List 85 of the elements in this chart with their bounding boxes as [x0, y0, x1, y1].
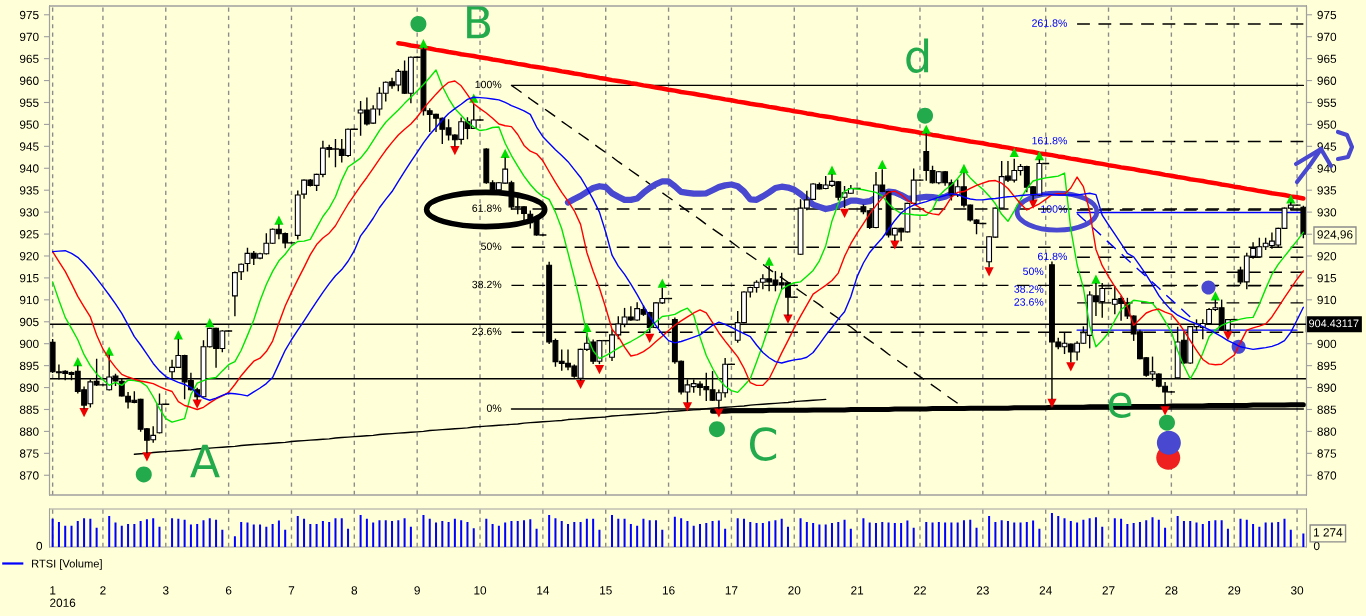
- y-tick-label: 950: [19, 120, 39, 129]
- y2-tick-label: 965: [1317, 54, 1337, 64]
- y-tick-label: 880: [19, 427, 39, 436]
- y2-tick-label: 975: [1317, 10, 1337, 20]
- y-tick-label: 975: [19, 10, 39, 20]
- text: 0: [1313, 541, 1320, 551]
- annotation: 50%: [1023, 267, 1044, 276]
- y-tick-label: 875: [19, 449, 39, 458]
- annotation: d: [906, 38, 929, 73]
- y-tick-label: 885: [19, 405, 39, 414]
- legend-label: RTSI [Volume]: [32, 559, 102, 570]
- x-tick-label: 21: [851, 586, 864, 595]
- annotation: 161.8%: [1032, 136, 1067, 145]
- y-tick-label: 895: [19, 361, 39, 371]
- annotation: 23.6%: [1014, 298, 1044, 306]
- annotation: C: [749, 427, 777, 461]
- y2-tick-label: 885: [1317, 405, 1337, 414]
- x-tick-label: 1: [50, 586, 56, 595]
- y2-tick-label: 930: [1317, 208, 1337, 217]
- x-tick-label: 6: [225, 586, 232, 595]
- annotation: 100%: [475, 80, 502, 89]
- annotation: 261.8%: [1032, 19, 1067, 27]
- y2-tick-label: 890: [1317, 383, 1337, 392]
- y2-tick-label: 920: [1317, 252, 1337, 261]
- y2-tick-label: 875: [1317, 449, 1337, 458]
- y-tick-label: 890: [19, 383, 39, 392]
- x-tick-label: 10: [474, 586, 487, 595]
- annotation: 38.2%: [1014, 285, 1044, 293]
- annotation: 61.8%: [1037, 252, 1067, 261]
- text: 1 274: [1313, 528, 1343, 537]
- y2-tick-label: 895: [1317, 361, 1337, 371]
- annotation: 61.8%: [472, 204, 502, 212]
- x-tick-label: 16: [662, 586, 675, 595]
- y2-tick-label: 950: [1317, 120, 1337, 129]
- y2-tick-label: 910: [1317, 295, 1337, 305]
- x-tick-label: 24: [1039, 586, 1052, 595]
- y-tick-label: 930: [19, 208, 39, 217]
- y-tick-label: 960: [19, 76, 39, 85]
- x-tick-label: 2: [100, 586, 106, 595]
- text: 0: [36, 541, 43, 551]
- y-tick-label: 970: [19, 32, 39, 42]
- x-tick-label: 29: [1228, 586, 1241, 595]
- x-tick-label: 28: [1165, 586, 1178, 595]
- y-tick-label: 870: [19, 471, 39, 480]
- y-tick-label: 900: [19, 339, 39, 349]
- y2-tick-label: 915: [1317, 273, 1337, 283]
- y-tick-label: 940: [19, 164, 39, 173]
- y2-tick-label: 960: [1317, 76, 1337, 85]
- x-tick-label: 3: [162, 586, 169, 595]
- ref-line-label: 904.43117: [1309, 319, 1359, 328]
- x-tick-label: 17: [725, 586, 738, 595]
- x-tick-label: 30: [1290, 586, 1304, 595]
- y-tick-label: 910: [19, 295, 39, 305]
- annotation: 38.2%: [472, 280, 502, 289]
- x-tick-label: 14: [537, 586, 550, 595]
- x-tick-label: 22: [914, 586, 926, 595]
- x-tick-label: 8: [351, 586, 358, 595]
- x-tick-label: 27: [1102, 586, 1115, 595]
- y-tick-label: 955: [19, 98, 39, 107]
- y-tick-label: 945: [19, 142, 39, 151]
- y2-tick-label: 935: [1317, 186, 1337, 195]
- x-tick-label: 9: [414, 586, 420, 595]
- x-tick-label: 20: [788, 586, 801, 595]
- y2-tick-label: 870: [1317, 471, 1337, 480]
- y2-tick-label: 924,96: [1317, 230, 1353, 241]
- y2-tick-label: 880: [1317, 427, 1337, 436]
- y2-tick-label: 940: [1317, 164, 1337, 173]
- annotation: 23.6%: [472, 327, 502, 336]
- y-tick-label: 905: [19, 317, 39, 327]
- y-tick-label: 915: [19, 273, 39, 283]
- x-tick-label: 23: [976, 586, 989, 595]
- y2-tick-label: 900: [1317, 339, 1337, 349]
- x-tick-label: 7: [288, 586, 295, 595]
- y-tick-label: 920: [19, 252, 39, 261]
- x-axis-title: 2016: [50, 598, 76, 607]
- y2-tick-label: 970: [1317, 32, 1337, 42]
- y-tick-label: 925: [19, 230, 39, 239]
- x-tick-label: 15: [600, 586, 612, 595]
- annotation: A: [190, 444, 220, 478]
- annotation: 0%: [486, 404, 502, 412]
- annotation: B: [467, 5, 491, 39]
- y2-tick-label: 955: [1317, 98, 1337, 107]
- y-tick-label: 935: [19, 186, 39, 195]
- y-tick-label: 965: [19, 54, 39, 64]
- annotation: 50%: [481, 242, 502, 251]
